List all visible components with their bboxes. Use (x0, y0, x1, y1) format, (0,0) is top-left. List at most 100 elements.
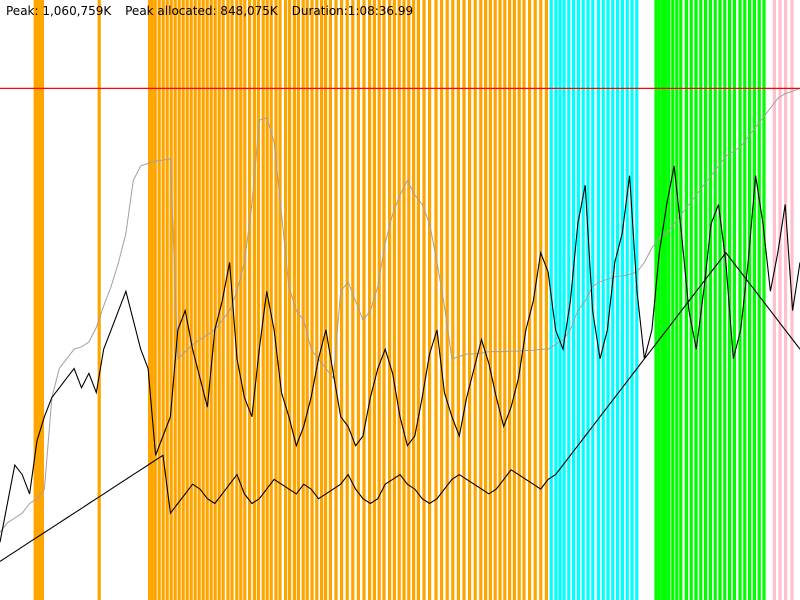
phase-band-green-4 (667, 0, 671, 600)
phase-band-green-3 (664, 0, 668, 600)
phase-band-pink-0 (772, 0, 776, 600)
phase-band-orange-51 (345, 0, 349, 600)
phase-band-orange-75 (473, 0, 477, 600)
phase-band-orange-84 (517, 0, 521, 600)
phase-band-orange-85 (522, 0, 526, 600)
phase-band-orange-36 (274, 0, 278, 600)
phase-band-orange-40 (292, 0, 296, 600)
phase-band-orange-11 (169, 0, 173, 600)
phase-band-green-9 (689, 0, 693, 600)
phase-band-cyan-6 (576, 0, 580, 600)
phase-band-orange-29 (243, 0, 247, 600)
phase-band-orange-13 (177, 0, 181, 600)
phase-band-orange-16 (189, 0, 193, 600)
phase-band-orange-14 (181, 0, 185, 600)
phase-band-green-1 (657, 0, 661, 600)
phase-band-orange-0 (33, 0, 37, 600)
phase-band-green-21 (748, 0, 752, 600)
phase-band-orange-19 (201, 0, 205, 600)
peak-label: Peak: 1,060,759K (6, 4, 112, 18)
phase-band-orange-9 (161, 0, 165, 600)
phase-band-cyan-17 (630, 0, 634, 600)
phase-band-cyan-16 (625, 0, 629, 600)
phase-band-green-5 (671, 0, 675, 600)
phase-band-orange-88 (539, 0, 543, 600)
phase-band-cyan-11 (601, 0, 605, 600)
phase-band-orange-1 (36, 0, 40, 600)
phase-band-orange-64 (412, 0, 416, 600)
phase-band-orange-46 (320, 0, 324, 600)
phase-band-orange-70 (445, 0, 449, 600)
phase-band-orange-59 (388, 0, 392, 600)
phase-band-green-20 (743, 0, 747, 600)
phase-band-cyan-10 (596, 0, 600, 600)
phase-band-orange-50 (340, 0, 344, 600)
phase-band-orange-89 (544, 0, 548, 600)
phase-band-orange-28 (239, 0, 243, 600)
phase-band-orange-34 (265, 0, 269, 600)
phase-band-cyan-18 (635, 0, 639, 600)
phase-band-orange-79 (493, 0, 497, 600)
phase-band-cyan-12 (606, 0, 610, 600)
phase-band-orange-18 (197, 0, 201, 600)
phase-band-orange-21 (209, 0, 213, 600)
phase-band-cyan-4 (567, 0, 571, 600)
phase-band-orange-71 (451, 0, 455, 600)
phase-band-orange-53 (356, 0, 360, 600)
phase-band-orange-4 (97, 0, 101, 600)
phase-band-orange-81 (503, 0, 507, 600)
phase-band-orange-31 (252, 0, 256, 600)
phase-band-orange-86 (528, 0, 532, 600)
phase-band-green-14 (713, 0, 717, 600)
phase-band-green-7 (679, 0, 683, 600)
phase-band-orange-37 (278, 0, 282, 600)
phase-band-orange-2 (38, 0, 42, 600)
phase-band-orange-68 (434, 0, 438, 600)
phase-band-orange-38 (284, 0, 288, 600)
phase-band-cyan-3 (562, 0, 566, 600)
phase-band-orange-87 (533, 0, 537, 600)
phase-band-green-6 (675, 0, 679, 600)
phase-band-orange-73 (462, 0, 466, 600)
phase-band-orange-6 (150, 0, 154, 600)
phase-band-orange-78 (488, 0, 492, 600)
phase-band-green-15 (718, 0, 722, 600)
phase-band-orange-42 (301, 0, 305, 600)
phase-band-orange-43 (305, 0, 309, 600)
phase-band-orange-22 (213, 0, 217, 600)
phase-band-orange-52 (351, 0, 355, 600)
header-stats: Peak: 1,060,759K Peak allocated: 848,075… (6, 4, 423, 18)
series-line-used2 (0, 251, 800, 562)
phase-band-green-24 (762, 0, 766, 600)
phase-band-orange-72 (456, 0, 460, 600)
phase-band-orange-32 (256, 0, 260, 600)
phase-band-orange-23 (217, 0, 221, 600)
phase-band-orange-60 (392, 0, 396, 600)
phase-band-orange-76 (479, 0, 483, 600)
phase-band-orange-77 (484, 0, 488, 600)
phase-band-orange-35 (269, 0, 273, 600)
phase-band-cyan-13 (611, 0, 615, 600)
phase-band-orange-54 (362, 0, 366, 600)
phase-band-green-2 (660, 0, 664, 600)
phase-band-orange-20 (205, 0, 209, 600)
duration-label: Duration:1:08:36.99 (291, 4, 414, 18)
phase-band-orange-63 (407, 0, 411, 600)
phase-band-orange-67 (428, 0, 432, 600)
phase-band-orange-17 (193, 0, 197, 600)
phase-band-orange-57 (377, 0, 381, 600)
phase-band-orange-45 (315, 0, 319, 600)
phase-band-orange-55 (368, 0, 372, 600)
phase-band-orange-44 (310, 0, 314, 600)
phase-band-orange-65 (416, 0, 420, 600)
phase-band-orange-49 (334, 0, 338, 600)
series-line-peak (0, 87, 800, 533)
phase-band-green-23 (757, 0, 761, 600)
phase-band-orange-48 (328, 0, 332, 600)
phase-band-orange-74 (468, 0, 472, 600)
phase-band-cyan-1 (554, 0, 558, 600)
phase-band-orange-10 (165, 0, 169, 600)
phase-band-green-18 (732, 0, 736, 600)
phase-band-cyan-5 (572, 0, 576, 600)
